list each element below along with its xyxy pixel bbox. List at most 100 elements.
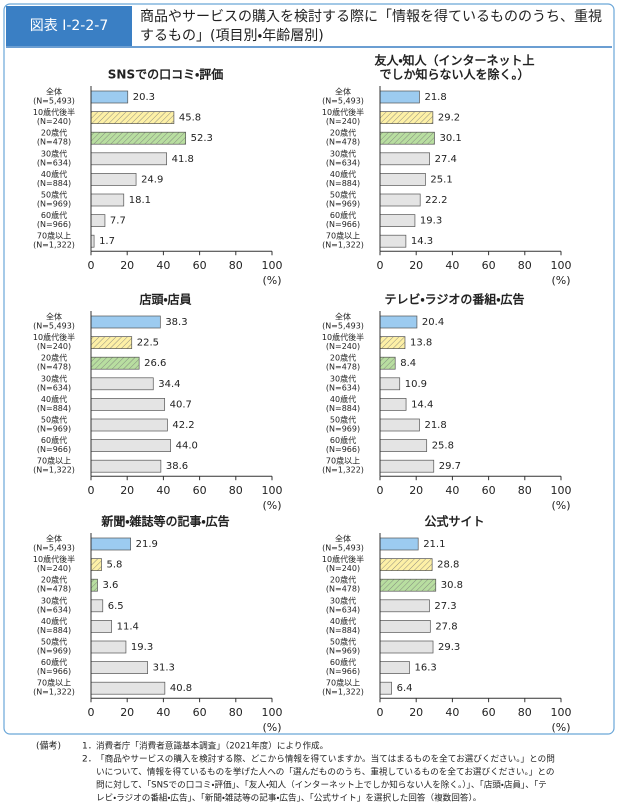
category-label: 40歳代 xyxy=(41,394,67,404)
bar xyxy=(90,193,125,207)
category-label: 30歳代 xyxy=(41,373,67,383)
value-label: 21.1 xyxy=(423,539,445,550)
x-tick-label: 60 xyxy=(193,706,207,719)
x-tick-label: 80 xyxy=(229,706,243,719)
bar xyxy=(90,152,168,166)
category-label: 全体 xyxy=(46,87,62,97)
bar xyxy=(379,131,435,145)
bar xyxy=(379,193,421,207)
category-label: 全体 xyxy=(335,87,351,97)
category-note: (N=478) xyxy=(37,585,71,594)
x-tick-label: 40 xyxy=(445,484,459,497)
note-line: 「商品やサービスの購入を検討する際、どこから情報を得ていますか。当てはまるものを… xyxy=(96,753,555,765)
value-label: 21.8 xyxy=(424,92,446,103)
x-tick-label: 20 xyxy=(409,484,423,497)
bar xyxy=(379,599,430,613)
value-label: 27.8 xyxy=(435,621,457,632)
category-note: (N=969) xyxy=(326,200,360,209)
bar xyxy=(379,173,426,186)
category-note: (N=5,493) xyxy=(33,97,75,106)
bar xyxy=(379,620,431,633)
chart-title: 公式サイト xyxy=(424,514,484,529)
category-note: (N=969) xyxy=(326,425,360,434)
x-tick-label: 0 xyxy=(88,706,95,719)
bar xyxy=(379,234,407,248)
bar xyxy=(379,152,430,166)
chart-title: 店頭・店員 xyxy=(139,292,191,307)
category-label: 50歳代 xyxy=(330,190,356,200)
x-tick-label: 100 xyxy=(551,259,572,272)
category-note: (N=966) xyxy=(326,220,360,229)
note-line: 問に対して、「SNSでの口コミ・評価」、「友人・知人（インターネット上でしか知ら… xyxy=(96,779,547,791)
category-label: 30歳代 xyxy=(330,373,356,383)
x-tick-label: 0 xyxy=(377,484,384,497)
value-label: 27.3 xyxy=(434,601,456,612)
category-label: 全体 xyxy=(46,312,62,322)
category-note: (N=478) xyxy=(326,585,360,594)
category-note: (N=478) xyxy=(37,138,71,147)
x-unit: (%) xyxy=(262,721,281,734)
category-note: (N=240) xyxy=(326,117,360,126)
x-tick-label: 40 xyxy=(156,259,170,272)
bar xyxy=(90,681,166,695)
x-tick-label: 60 xyxy=(193,484,207,497)
category-note: (N=634) xyxy=(37,605,71,614)
category-note: (N=966) xyxy=(37,220,71,229)
category-note: (N=884) xyxy=(37,179,71,188)
x-unit: (%) xyxy=(551,274,570,287)
x-tick-label: 60 xyxy=(482,259,496,272)
category-note: (N=634) xyxy=(326,158,360,167)
bar xyxy=(90,578,98,592)
value-label: 21.9 xyxy=(136,539,158,550)
bar xyxy=(379,418,420,432)
x-tick-label: 100 xyxy=(262,259,283,272)
x-tick-label: 100 xyxy=(551,706,572,719)
value-label: 29.3 xyxy=(438,642,460,653)
x-tick-label: 20 xyxy=(409,706,423,719)
x-tick-label: 80 xyxy=(229,484,243,497)
value-label: 38.6 xyxy=(166,461,188,472)
bar xyxy=(379,214,416,227)
bar xyxy=(90,111,175,124)
category-label: 50歳代 xyxy=(330,637,356,647)
category-label: 20歳代 xyxy=(330,353,356,363)
category-note: (N=240) xyxy=(326,342,360,351)
value-label: 11.4 xyxy=(117,621,139,632)
category-label: 70歳以上 xyxy=(326,231,360,241)
value-label: 16.3 xyxy=(415,663,437,674)
bar xyxy=(90,356,140,370)
category-note: (N=1,322) xyxy=(322,241,364,250)
bar xyxy=(90,336,133,349)
value-label: 29.2 xyxy=(438,113,460,124)
x-tick-label: 0 xyxy=(88,484,95,497)
category-label: 70歳以上 xyxy=(37,231,71,241)
value-label: 38.3 xyxy=(165,317,187,328)
x-tick-label: 0 xyxy=(377,259,384,272)
category-label: 60歳代 xyxy=(41,435,67,445)
category-label: 70歳以上 xyxy=(37,456,71,466)
bar xyxy=(379,336,406,349)
category-note: (N=5,493) xyxy=(322,97,364,106)
category-note: (N=884) xyxy=(326,404,360,413)
category-label: 30歳代 xyxy=(41,148,67,158)
value-label: 24.9 xyxy=(141,174,163,185)
value-label: 41.8 xyxy=(172,154,194,165)
bar xyxy=(90,131,187,145)
bar xyxy=(90,599,104,613)
notes-heading: (備考) xyxy=(36,740,61,752)
category-note: (N=1,322) xyxy=(322,466,364,475)
category-label: 20歳代 xyxy=(41,353,67,363)
x-tick-label: 100 xyxy=(262,484,283,497)
value-label: 6.5 xyxy=(108,601,124,612)
category-label: 70歳以上 xyxy=(326,678,360,688)
value-label: 22.2 xyxy=(425,195,447,206)
bar xyxy=(90,377,154,391)
header-label-box xyxy=(6,6,132,46)
value-label: 30.1 xyxy=(439,133,461,144)
category-note: (N=884) xyxy=(326,626,360,635)
value-label: 29.7 xyxy=(439,461,461,472)
note-line: レビ・ラジオの番組・広告」、「新聞・雑誌等の記事・広告」、「公式サイト」を選択し… xyxy=(96,792,481,804)
x-tick-label: 0 xyxy=(377,706,384,719)
value-label: 31.3 xyxy=(153,663,175,674)
category-note: (N=634) xyxy=(326,605,360,614)
